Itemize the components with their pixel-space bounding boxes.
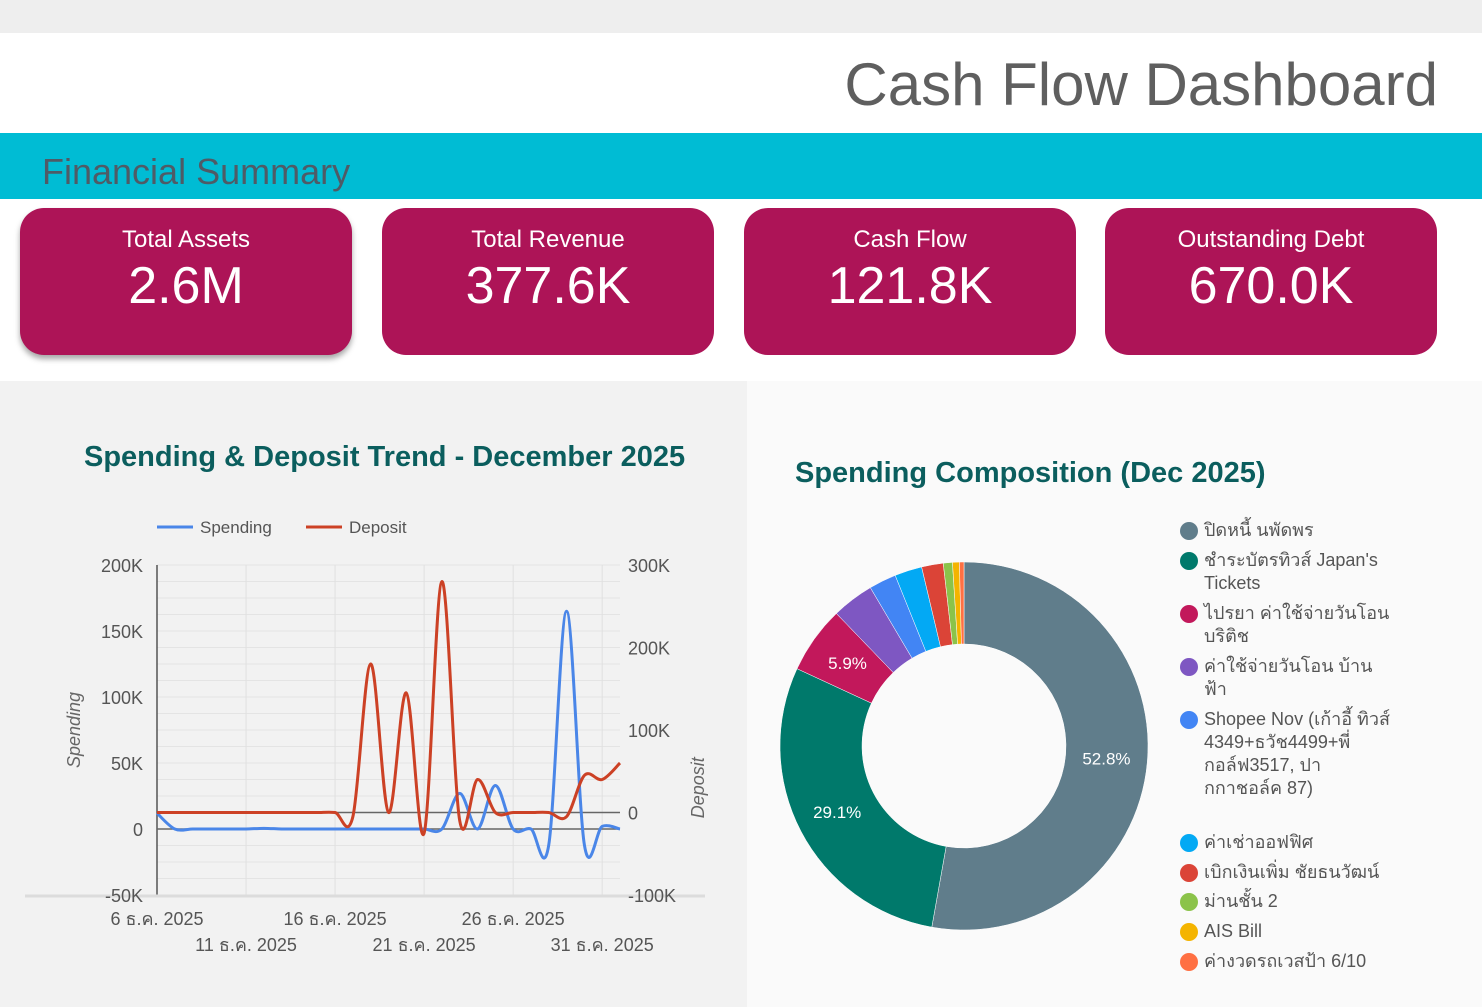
y-tick-label: 200K	[101, 556, 143, 576]
kpi-card-total-assets[interactable]: Total Assets 2.6M	[20, 208, 352, 355]
legend-label: ปิดหนี้ นพัดพร	[1204, 520, 1314, 540]
page-title: Cash Flow Dashboard	[844, 51, 1438, 118]
legend-dot-icon	[1180, 953, 1198, 971]
x-tick-label: 26 ธ.ค. 2025	[462, 909, 565, 929]
legend-dot-icon	[1180, 552, 1198, 570]
legend-dot-icon	[1180, 834, 1198, 852]
legend-dot-icon	[1180, 864, 1198, 882]
legend-dot-icon	[1180, 658, 1198, 676]
y2-tick-label: 200K	[628, 639, 670, 659]
slice-label: 52.8%	[1082, 750, 1130, 769]
y-tick-label: 100K	[101, 688, 143, 708]
legend-label: ไปรยา ค่าใช้จ่ายวันโอน บริติช	[1204, 603, 1390, 646]
y2-tick-label: 300K	[628, 556, 670, 576]
y-tick-label: -50K	[105, 886, 143, 906]
legend-label: ชำระบัตรทิวส์ Japan's Tickets	[1204, 550, 1378, 593]
legend-label: ค่าเช่าออฟฟิศ	[1204, 832, 1314, 852]
kpi-value: 670.0K	[1188, 257, 1354, 315]
section-band: Financial Summary	[0, 133, 1482, 199]
y-tick-label: 50K	[111, 754, 143, 774]
kpi-value: 2.6M	[128, 257, 244, 315]
kpi-card-total-revenue[interactable]: Total Revenue 377.6K	[382, 208, 714, 355]
x-tick-label: 11 ธ.ค. 2025	[195, 935, 297, 955]
legend-label: เบิกเงินเพิ่ม ชัยธนวัฒน์	[1204, 862, 1380, 882]
kpi-value: 121.8K	[827, 257, 993, 315]
legend-dot-icon	[1180, 605, 1198, 623]
legend-label: ค่าใช้จ่ายวันโอน บ้าน ฟ้า	[1204, 656, 1373, 699]
legend-dot-icon	[1180, 893, 1198, 911]
trend-chart-title: Spending & Deposit Trend - December 2025	[84, 441, 686, 473]
series-line-spending	[155, 609, 621, 860]
legend-label: ค่างวดรถเวสป้า 6/10	[1204, 951, 1367, 971]
series-line-deposit	[157, 579, 622, 837]
pie-slice[interactable]	[959, 561, 965, 645]
y-axis-title: Spending	[64, 692, 84, 768]
kpi-value: 377.6K	[465, 257, 631, 315]
legend-label: Shopee Nov (เก้าอี้ ทิวส์ 4349+ธวัช4499+…	[1204, 709, 1390, 798]
x-tick-label: 16 ธ.ค. 2025	[284, 909, 387, 929]
legend-label: ม่านชั้น 2	[1204, 891, 1278, 911]
y-tick-label: 0	[133, 820, 143, 840]
pie-slice[interactable]	[931, 561, 1149, 931]
composition-donut-chart: 52.8% 29.1% 5.9%	[779, 561, 1149, 931]
legend-label-deposit[interactable]: Deposit	[349, 518, 407, 537]
slice-label: 29.1%	[813, 803, 861, 822]
kpi-card-cash-flow[interactable]: Cash Flow 121.8K	[744, 208, 1076, 355]
trend-chart-panel	[0, 381, 747, 1007]
legend-dot-icon	[1180, 711, 1198, 729]
legend-label-spending[interactable]: Spending	[200, 518, 272, 537]
legend-dot-icon	[1180, 522, 1198, 540]
legend-label: AIS Bill	[1204, 921, 1263, 941]
y2-tick-label: -100K	[628, 886, 676, 906]
kpi-label: Outstanding Debt	[1177, 226, 1365, 253]
y2-tick-label: 100K	[628, 721, 670, 741]
kpi-label: Total Revenue	[471, 226, 625, 253]
trend-line-chart: 200K 150K 100K 50K 0 -50K 300K 200K 100K 0 -100K Sp…	[25, 518, 708, 955]
section-title: Financial Summary	[42, 151, 351, 192]
pie-slice[interactable]	[779, 668, 947, 928]
x-tick-label: 21 ธ.ค. 2025	[373, 935, 476, 955]
kpi-label: Cash Flow	[853, 226, 967, 253]
kpi-label: Total Assets	[121, 226, 251, 253]
composition-chart-title: Spending Composition (Dec 2025)	[795, 457, 1266, 489]
x-tick-label: 6 ธ.ค. 2025	[110, 909, 203, 929]
y2-tick-label: 0	[628, 804, 638, 824]
slice-label: 5.9%	[828, 654, 867, 673]
top-bar	[0, 0, 1482, 33]
x-tick-label: 31 ธ.ค. 2025	[551, 935, 654, 955]
y2-axis-title: Deposit	[688, 756, 708, 818]
y-tick-label: 150K	[101, 622, 143, 642]
kpi-card-outstanding-debt[interactable]: Outstanding Debt 670.0K	[1105, 208, 1437, 355]
legend-dot-icon	[1180, 923, 1198, 941]
